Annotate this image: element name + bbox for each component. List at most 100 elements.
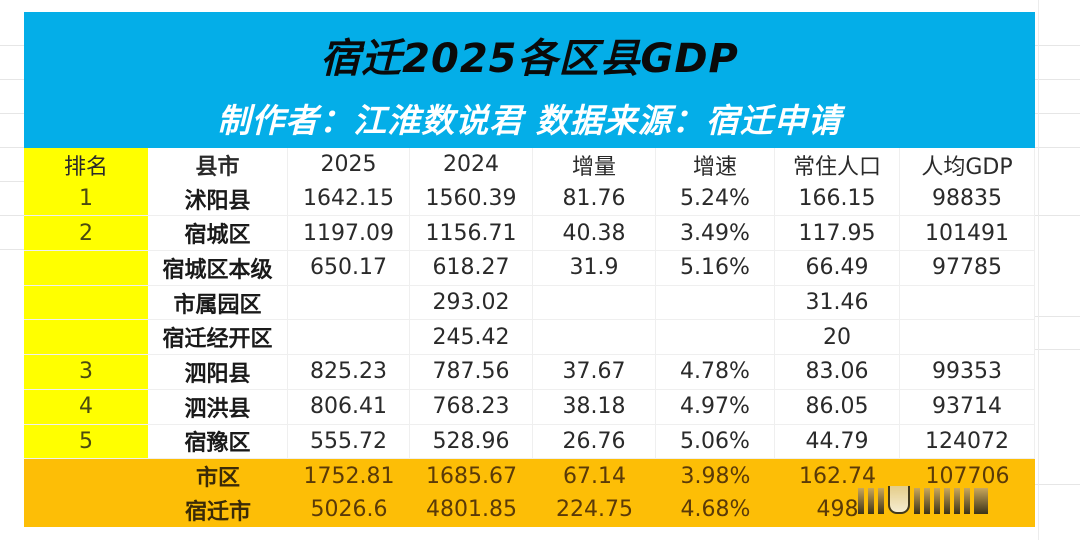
cell-2024: 1685.67 [426,463,517,489]
watermark-glyph [954,488,960,514]
grid-line [1035,349,1080,350]
header-name: 县市 [148,148,288,182]
cell-population: 66.49 [775,251,900,285]
cell-name: 宿城区本级 [148,251,288,285]
cell-increase [533,320,656,355]
cell-population: 117.95 [775,216,900,251]
watermark-glyph [944,488,950,514]
cell-2024: 293.02 [410,285,533,320]
grid-line [1035,45,1080,46]
table-row: 1 沭阳县 1642.15 1560.39 81.76 5.24% 166.15… [24,181,1035,217]
cell-increase: 37.67 [533,355,656,389]
cell-growth: 5.16% [656,251,775,285]
cell-2025: 806.41 [288,389,410,424]
cell-per-capita [900,285,1035,320]
header-2024: 2024 [410,148,533,182]
grid-line [1035,113,1080,114]
cell-population: 83.06 [775,355,900,389]
header-population: 常住人口 [775,148,900,182]
cell-increase: 26.76 [533,424,656,459]
watermark [858,484,1063,514]
cell-growth: 3.49% [656,216,775,251]
cell-population: 20 [775,320,900,355]
cell-rank [24,492,148,527]
grid-line [0,147,24,148]
cell-per-capita [900,320,1035,355]
table-row: 市属园区 293.02 31.46 [24,285,1035,321]
cell-rank [24,320,148,355]
watermark-glyph [888,486,910,514]
cell-population: 498 [816,497,859,523]
grid-line [1035,316,1080,317]
grid-line [1035,484,1080,485]
watermark-glyph [914,488,920,514]
table-row: 宿迁经开区 245.42 20 [24,320,1035,356]
watermark-glyph [868,488,874,514]
watermark-glyph [964,488,970,514]
watermark-glyph [878,488,884,514]
cell-per-capita: 107706 [925,463,1010,489]
cell-name: 宿豫区 [148,424,288,459]
table-row: 5 宿豫区 555.72 528.96 26.76 5.06% 44.79 12… [24,424,1035,460]
cell-population: 162.74 [799,463,876,489]
cell-growth: 4.97% [656,389,775,424]
header-growth: 增速 [656,148,775,182]
cell-per-capita: 98835 [900,181,1035,216]
cell-increase: 67.14 [563,463,626,489]
cell-rank: 2 [24,216,148,251]
cell-2025: 555.72 [288,424,410,459]
cell-2025 [288,285,410,320]
cell-name: 泗阳县 [148,355,288,389]
grid-line [0,181,24,182]
watermark-glyph [974,488,988,514]
cell-growth: 5.06% [656,424,775,459]
cell-2025: 5026.6 [310,497,388,523]
cell-2024: 618.27 [410,251,533,285]
cell-growth: 3.98% [680,463,751,489]
header-2025: 2025 [288,148,410,182]
cell-rank [24,251,148,285]
cell-per-capita: 99353 [900,355,1035,389]
grid-line [1035,147,1080,148]
cell-population: 31.46 [775,285,900,320]
cell-increase: 81.76 [533,181,656,216]
cell-per-capita: 124072 [900,424,1035,459]
cell-rank: 3 [24,355,148,389]
cell-increase [533,285,656,320]
cell-population: 44.79 [775,424,900,459]
cell-2024: 768.23 [410,389,533,424]
table-row: 2 宿城区 1197.09 1156.71 40.38 3.49% 117.95… [24,216,1035,252]
cell-growth: 5.24% [656,181,775,216]
watermark-glyph [934,488,940,514]
cell-rank [24,459,148,493]
header-rank: 排名 [24,148,148,182]
table-row: 3 泗阳县 825.23 787.56 37.67 4.78% 83.06 99… [24,355,1035,390]
cell-population: 86.05 [775,389,900,424]
cell-name: 泗洪县 [148,389,288,424]
header-per-capita: 人均GDP [900,148,1035,182]
cell-2024: 1156.71 [410,216,533,251]
total-row-city: 宿迁市 5026.6 4801.85 224.75 4.68% 498 [24,492,1035,527]
cell-population: 166.15 [775,181,900,216]
cell-increase: 224.75 [556,497,633,523]
cell-name: 宿城区 [148,216,288,251]
cell-name: 市属园区 [148,285,288,320]
cell-increase: 38.18 [533,389,656,424]
cell-2025: 1752.81 [303,463,395,489]
header-increase: 增量 [533,148,656,182]
total-row-urban: 市区 1752.81 1685.67 67.14 3.98% 162.74 10… [24,459,1035,493]
grid-line [0,45,24,46]
grid-line [0,113,24,114]
grid-line [0,79,24,80]
table-header-row: 排名 县市 2025 2024 增量 增速 常住人口 人均GDP [24,148,1035,182]
cell-2025 [288,320,410,355]
cell-growth [656,285,775,320]
cell-per-capita: 97785 [900,251,1035,285]
grid-line [1038,0,1039,540]
cell-2025: 1642.15 [288,181,410,216]
cell-name: 宿迁经开区 [148,320,288,355]
cell-growth: 4.68% [680,497,751,523]
watermark-glyph [924,488,930,514]
cell-increase: 40.38 [533,216,656,251]
table-row: 4 泗洪县 806.41 768.23 38.18 4.97% 86.05 93… [24,389,1035,425]
